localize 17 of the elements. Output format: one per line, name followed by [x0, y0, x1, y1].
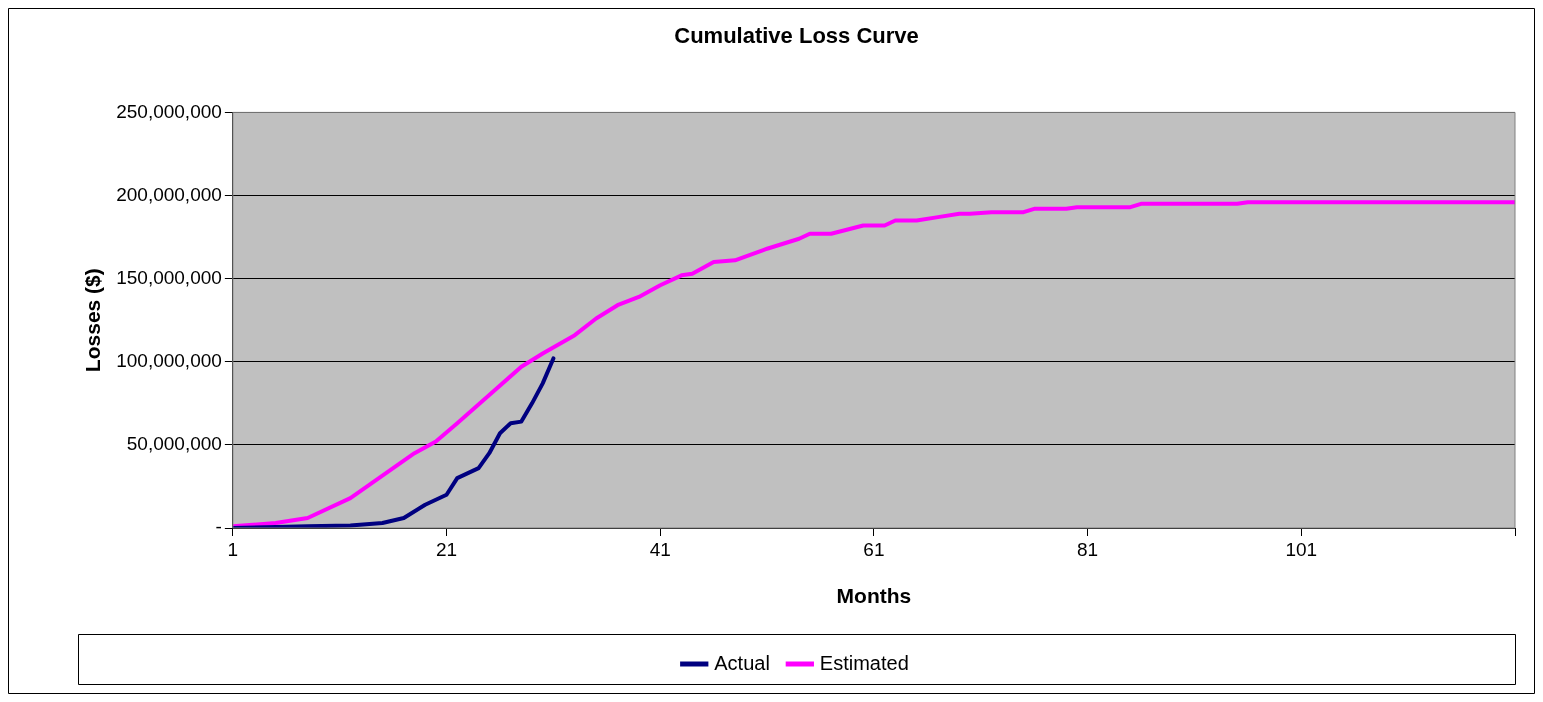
y-tick-label: 250,000,000	[116, 100, 222, 122]
x-tick-label: 21	[435, 538, 458, 560]
y-tick-label: -	[215, 516, 222, 538]
x-tick-label: 101	[1285, 538, 1318, 560]
x-tick-label: 1	[227, 538, 239, 560]
x-tick-label: 61	[863, 538, 885, 560]
x-tick-label: 41	[649, 538, 671, 560]
legend-label: Actual	[714, 651, 770, 674]
y-tick-label: 150,000,000	[116, 266, 222, 288]
y-tick-label: 50,000,000	[126, 433, 222, 455]
y-tick-label: 200,000,000	[116, 183, 222, 205]
y-axis-title: Losses ($)	[81, 268, 105, 373]
legend-label: Estimated	[819, 651, 909, 674]
x-tick-label: 81	[1077, 538, 1099, 560]
chart-title: Cumulative Loss Curve	[674, 23, 919, 49]
y-tick-label: 100,000,000	[116, 349, 222, 371]
x-axis-title: Months	[836, 584, 912, 608]
